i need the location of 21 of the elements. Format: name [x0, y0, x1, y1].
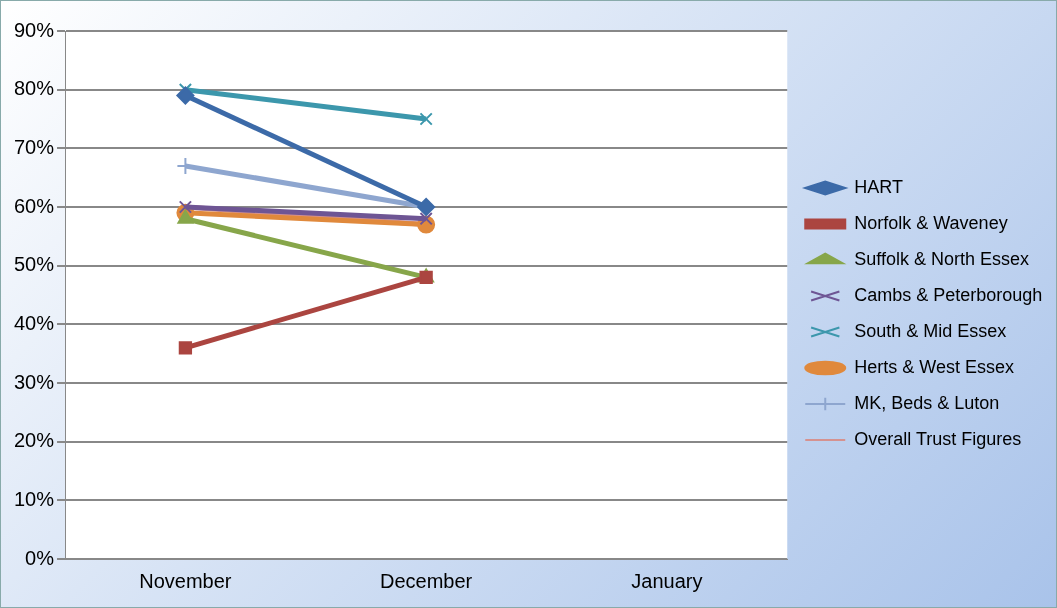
legend-label: Herts & West Essex [854, 356, 1014, 377]
y-tick-label: 10% [14, 487, 55, 510]
y-tick-label: 30% [14, 370, 55, 393]
y-tick-label: 60% [14, 194, 55, 217]
y-tick-label: 0% [25, 546, 55, 569]
legend-label: South & Mid Essex [854, 320, 1007, 341]
x-tick-label: November [139, 569, 232, 592]
legend-label: Cambs & Peterborough [854, 284, 1043, 305]
legend-label: MK, Beds & Luton [854, 392, 1000, 413]
y-tick-label: 40% [14, 311, 55, 334]
legend-label: Overall Trust Figures [854, 428, 1022, 449]
y-tick-label: 50% [14, 253, 55, 276]
x-tick-label: January [631, 569, 703, 592]
y-tick-label: 70% [14, 135, 55, 158]
x-tick-label: December [380, 569, 473, 592]
y-tick-label: 80% [14, 77, 55, 100]
y-tick-label: 20% [14, 429, 55, 452]
y-tick-label: 90% [14, 18, 55, 41]
legend-label: Norfolk & Waveney [854, 212, 1008, 233]
legend-label: HART [854, 176, 903, 197]
legend-label: Suffolk & North Essex [854, 248, 1029, 269]
